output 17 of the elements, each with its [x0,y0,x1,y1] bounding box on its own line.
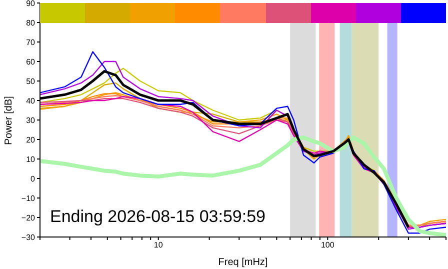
y-tick-label: 90 [26,0,36,8]
y-tick-label: 70 [26,38,36,47]
y-tick-label: 10 [26,154,36,164]
y-tick-label: 50 [26,76,36,86]
y-tick-label: −10 [21,194,36,203]
y-tick-label: 20 [26,135,36,144]
x-tick-label: 100 [320,240,335,250]
annotation: Ending 2026-08-15 03:59:59 [50,207,266,227]
y-tick-label: −20 [21,213,36,222]
y-tick-label: 30 [26,116,36,125]
y-tick-label: 40 [26,96,36,106]
x-axis-title: Freq [mHz] [218,257,268,268]
y-tick-label: 0 [30,174,36,184]
y-tick-label: 60 [26,57,36,66]
y-axis-title: Power [dB] [4,96,15,145]
y-tick-label: −30 [21,232,36,242]
y-tick-label: 80 [26,18,36,28]
